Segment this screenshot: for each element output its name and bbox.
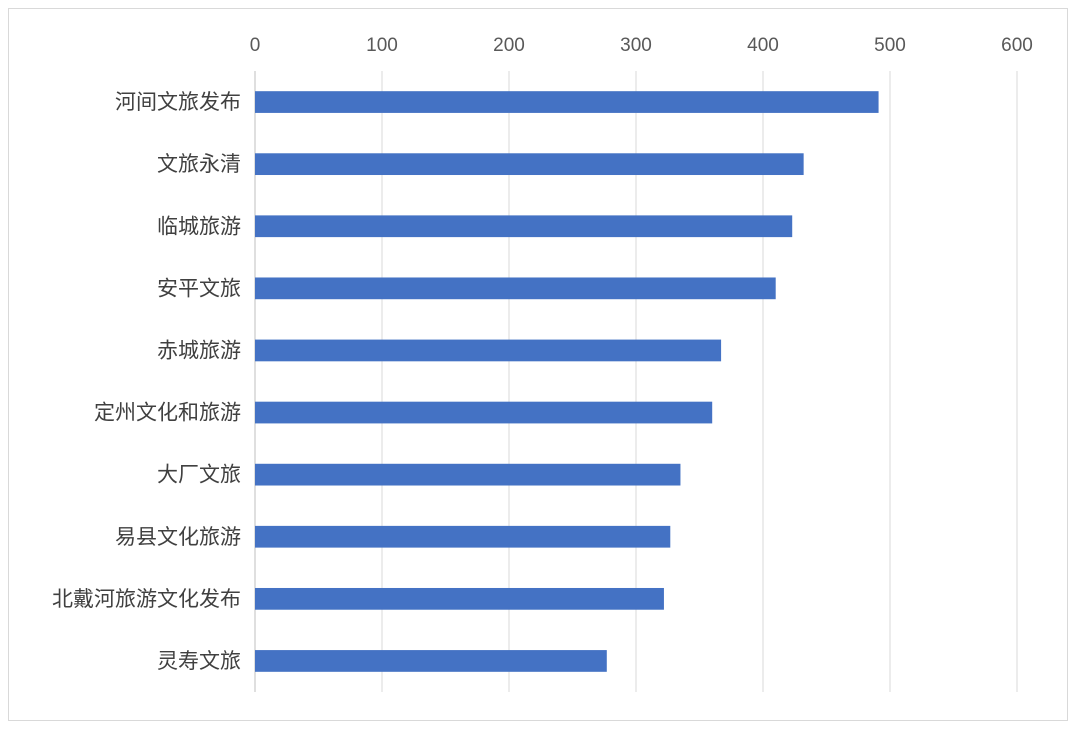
bar [255, 587, 664, 610]
category-label: 定州文化和旅游 [94, 401, 241, 425]
category-label: 临城旅游 [157, 214, 241, 238]
x-axis-ticks: 0 100 200 300 400 500 600 [250, 35, 1033, 56]
bar [255, 339, 722, 362]
bars [255, 91, 879, 672]
bar [255, 401, 713, 424]
bar [255, 215, 793, 238]
category-label: 灵寿文旅 [157, 649, 241, 673]
x-tick-label: 600 [1001, 35, 1033, 56]
x-tick-label: 500 [874, 35, 906, 56]
x-tick-label: 300 [620, 35, 652, 56]
category-label: 赤城旅游 [157, 338, 241, 362]
bar [255, 277, 776, 300]
x-tick-label: 200 [493, 35, 525, 56]
category-label: 文旅永清 [157, 152, 241, 176]
category-label: 北戴河旅游文化发布 [52, 587, 241, 611]
category-label: 河间文旅发布 [115, 90, 241, 114]
x-tick-label: 100 [366, 35, 398, 56]
bar [255, 525, 671, 548]
x-tick-label: 400 [747, 35, 779, 56]
chart-frame: 0 100 200 300 400 500 600 河间文旅发布文旅永清临城旅游安平文旅赤城… [8, 8, 1068, 721]
category-label: 易县文化旅游 [115, 525, 241, 549]
bar [255, 153, 804, 176]
bar [255, 91, 879, 113]
category-label: 大厂文旅 [157, 463, 241, 487]
bar-chart: 0 100 200 300 400 500 600 河间文旅发布文旅永清临城旅游安平文旅赤城… [52, 35, 1033, 692]
bar [255, 650, 607, 672]
category-label: 安平文旅 [157, 276, 241, 300]
category-labels: 河间文旅发布文旅永清临城旅游安平文旅赤城旅游定州文化和旅游大厂文旅易县文化旅游北… [52, 90, 241, 673]
bar [255, 463, 681, 486]
x-tick-label: 0 [250, 35, 261, 56]
